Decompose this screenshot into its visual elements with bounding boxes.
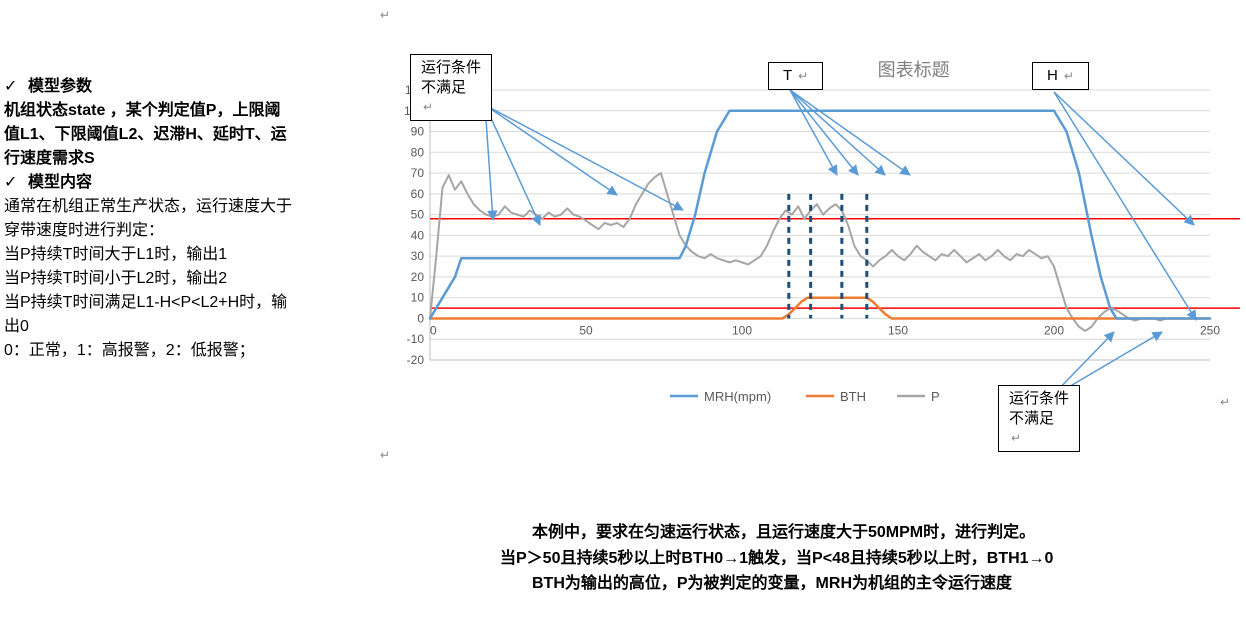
annot-T-label: T xyxy=(783,67,792,84)
svg-text:20: 20 xyxy=(411,270,425,284)
annot-cond-not-met-top-l1: 运行条件 不满足 xyxy=(421,58,481,97)
svg-text:0: 0 xyxy=(430,323,437,337)
annot-T: T xyxy=(768,62,823,90)
annot-cond-not-met-bottom-l1: 运行条件 不满足 xyxy=(1009,389,1069,428)
svg-text:-10: -10 xyxy=(407,332,425,346)
svg-text:150: 150 xyxy=(888,323,908,337)
left-text-block: 模型参数 机组状态state ，某个判定值P，上限阈值L1、下限阈值L2、迟滞H… xyxy=(4,75,294,363)
content-line-1: 当P持续T时间大于L1时，输出1 xyxy=(4,243,294,267)
example-line-3: BTH为输出的高位，P为被判定的变量，MRH为机组的主令运行速度 xyxy=(500,571,1220,597)
svg-text:50: 50 xyxy=(579,323,593,337)
example-line-1: 本例中，要求在匀速运行状态，且运行速度大于50MPM时，进行判定。 xyxy=(500,520,1220,546)
svg-text:10: 10 xyxy=(411,291,425,305)
para-mark-bottom: ↵ xyxy=(380,448,390,462)
content-line-4: 0：正常，1：高报警，2：低报警； xyxy=(4,339,294,363)
svg-text:图表标题: 图表标题 xyxy=(878,60,950,80)
content-line-3: 当P持续T时间满足L1-H<P<L2+H时，输出0 xyxy=(4,291,294,339)
svg-text:80: 80 xyxy=(411,145,425,159)
params-desc: 机组状态state ，某个判定值P，上限阈值L1、下限阈值L2、迟滞H、延时T、… xyxy=(4,99,294,171)
svg-text:MRH(mpm): MRH(mpm) xyxy=(704,389,771,404)
heading-params-label: 模型参数 xyxy=(28,78,92,95)
svg-text:0: 0 xyxy=(417,311,424,325)
svg-text:30: 30 xyxy=(411,249,425,263)
svg-text:70: 70 xyxy=(411,166,425,180)
content-line-2: 当P持续T时间小于L2时，输出2 xyxy=(4,267,294,291)
example-line-2: 当P＞50且持续5秒以上时BTH0→1触发，当P<48且持续5秒以上时，BTH1… xyxy=(500,546,1220,572)
svg-text:90: 90 xyxy=(411,125,425,139)
svg-text:P: P xyxy=(931,389,940,404)
svg-text:250: 250 xyxy=(1200,323,1220,337)
annot-cond-not-met-top: 运行条件 不满足 xyxy=(410,54,492,121)
heading-params: 模型参数 xyxy=(4,75,294,99)
annot-H-label: H xyxy=(1047,67,1058,84)
heading-content: 模型内容 xyxy=(4,171,294,195)
content-intro: 通常在机组正常生产状态，运行速度大于穿带速度时进行判定： xyxy=(4,195,294,243)
svg-text:-20: -20 xyxy=(407,353,425,367)
svg-text:60: 60 xyxy=(411,187,425,201)
bottom-text-block: 本例中，要求在匀速运行状态，且运行速度大于50MPM时，进行判定。 当P＞50且… xyxy=(500,520,1220,597)
svg-text:100: 100 xyxy=(732,323,752,337)
chart-area: 图表标题-20-10010203040506070809010011005010… xyxy=(370,20,1240,440)
svg-text:200: 200 xyxy=(1044,323,1064,337)
svg-text:40: 40 xyxy=(411,228,425,242)
svg-text:BTH: BTH xyxy=(840,389,866,404)
annot-cond-not-met-bottom: 运行条件 不满足 xyxy=(998,385,1080,452)
heading-content-label: 模型内容 xyxy=(28,174,92,191)
annot-H: H xyxy=(1032,62,1089,90)
svg-text:50: 50 xyxy=(411,208,425,222)
